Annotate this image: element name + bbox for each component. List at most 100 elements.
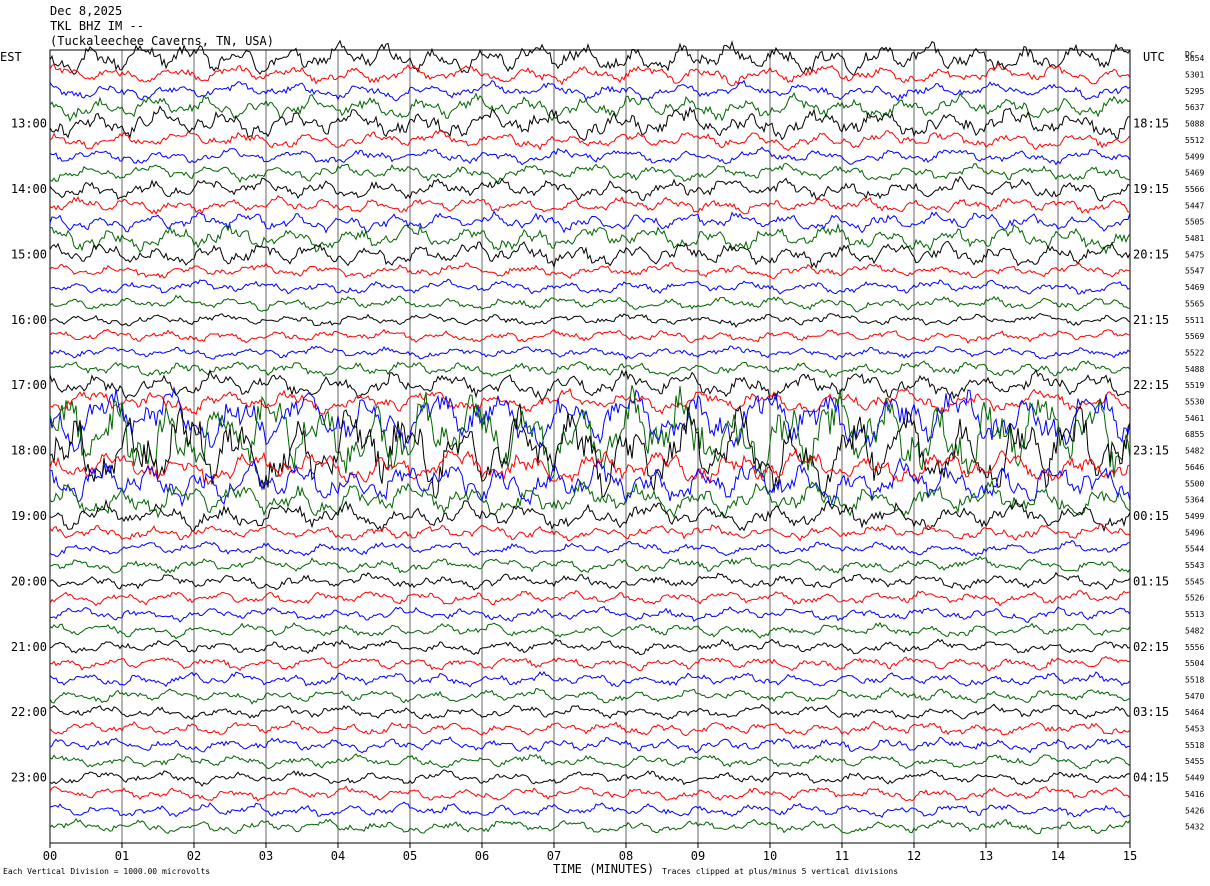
trace-line bbox=[49, 91, 1131, 123]
utc-hour-label: 01:15 bbox=[1133, 574, 1169, 588]
dc-offset-label: 5512 bbox=[1185, 136, 1204, 145]
trace-line bbox=[49, 240, 1131, 270]
x-tick-label: 13 bbox=[979, 849, 993, 863]
utc-label: UTC bbox=[1143, 50, 1165, 64]
station-code: TKL BHZ IM -- bbox=[50, 19, 144, 33]
dc-offset-label: 5455 bbox=[1185, 757, 1204, 766]
dc-offset-label: 5447 bbox=[1185, 201, 1204, 210]
dc-offset-label: 5526 bbox=[1185, 594, 1204, 603]
trace-line bbox=[49, 403, 1131, 499]
dc-offset-label: 5556 bbox=[1185, 643, 1204, 652]
dc-offset-label: 5364 bbox=[1185, 496, 1204, 505]
dc-offset-label: 5496 bbox=[1185, 528, 1204, 537]
trace-line bbox=[49, 79, 1131, 102]
utc-hour-label: 20:15 bbox=[1133, 247, 1169, 261]
trace-line bbox=[49, 655, 1131, 672]
x-tick-label: 05 bbox=[403, 849, 417, 863]
x-axis-label: TIME (MINUTES) bbox=[553, 862, 655, 876]
trace-line bbox=[49, 368, 1131, 402]
dc-offset-label: 5543 bbox=[1185, 561, 1204, 570]
trace-line bbox=[49, 769, 1131, 787]
dc-offset-label: 5295 bbox=[1185, 87, 1204, 96]
dc-offset-label: 5432 bbox=[1185, 823, 1204, 832]
dc-offset-label: 5522 bbox=[1185, 348, 1204, 357]
trace-line bbox=[49, 555, 1131, 574]
dc-offset-label: 5301 bbox=[1185, 71, 1204, 80]
trace-line bbox=[49, 195, 1131, 216]
dc-offset-label: 5499 bbox=[1185, 152, 1204, 161]
dc-offset-label: 5518 bbox=[1185, 675, 1204, 684]
dc-offset-label: 5654 bbox=[1185, 54, 1204, 63]
x-tick-label: 03 bbox=[259, 849, 273, 863]
trace-line bbox=[49, 128, 1131, 152]
utc-hour-label: 02:15 bbox=[1133, 640, 1169, 654]
x-tick-label: 11 bbox=[835, 849, 849, 863]
trace-line bbox=[49, 720, 1131, 737]
dc-offset-label: 5482 bbox=[1185, 626, 1204, 635]
trace-line bbox=[49, 605, 1131, 623]
scale-note: Each Vertical Division = 1000.00 microvo… bbox=[3, 867, 211, 876]
trace-line bbox=[49, 447, 1131, 486]
dc-offset-label: 5513 bbox=[1185, 610, 1204, 619]
dc-offset-label: 5505 bbox=[1185, 218, 1204, 227]
dc-offset-label: 5565 bbox=[1185, 299, 1204, 308]
x-tick-label: 02 bbox=[187, 849, 201, 863]
dc-offset-label: 5566 bbox=[1185, 185, 1204, 194]
trace-line bbox=[49, 328, 1131, 345]
dc-offset-label: 5569 bbox=[1185, 332, 1204, 341]
x-tick-label: 08 bbox=[619, 849, 633, 863]
x-tick-label: 06 bbox=[475, 849, 489, 863]
trace-line bbox=[49, 621, 1131, 640]
utc-hour-label: 18:15 bbox=[1133, 117, 1169, 131]
dc-offset-label: 5637 bbox=[1185, 103, 1204, 112]
trace-line bbox=[49, 385, 1131, 484]
est-hour-label: 15:00 bbox=[11, 247, 47, 261]
trace-line bbox=[49, 278, 1131, 295]
trace-line bbox=[49, 222, 1131, 255]
utc-hour-label: 21:15 bbox=[1133, 313, 1169, 327]
dc-offset-label: 6855 bbox=[1185, 430, 1204, 439]
x-tick-label: 12 bbox=[907, 849, 921, 863]
dc-offset-label: 5511 bbox=[1185, 316, 1204, 325]
dc-header-label: DC bbox=[1185, 50, 1195, 59]
trace-line bbox=[49, 261, 1131, 280]
dc-offset-label: 5088 bbox=[1185, 120, 1204, 129]
dc-offset-label: 5504 bbox=[1185, 659, 1204, 668]
dc-offset-label: 5475 bbox=[1185, 250, 1204, 259]
dc-offset-label: 5461 bbox=[1185, 414, 1204, 423]
est-hour-label: 16:00 bbox=[11, 313, 47, 327]
dc-offset-label: 5464 bbox=[1185, 708, 1204, 717]
est-hour-label: 13:00 bbox=[11, 117, 47, 131]
trace-line bbox=[49, 175, 1131, 202]
x-tick-label: 15 bbox=[1123, 849, 1137, 863]
dc-offset-label: 5499 bbox=[1185, 512, 1204, 521]
trace-line bbox=[49, 479, 1131, 519]
trace-line bbox=[49, 105, 1131, 141]
x-tick-label: 00 bbox=[43, 849, 57, 863]
utc-hour-label: 04:15 bbox=[1133, 771, 1169, 785]
dc-offset-label: 5547 bbox=[1185, 267, 1204, 276]
est-hour-label: 21:00 bbox=[11, 640, 47, 654]
est-hour-label: 17:00 bbox=[11, 378, 47, 392]
dc-offset-label: 5470 bbox=[1185, 692, 1204, 701]
trace-line bbox=[49, 753, 1131, 770]
utc-hour-label: 23:15 bbox=[1133, 444, 1169, 458]
trace-line bbox=[49, 522, 1131, 542]
x-tick-label: 04 bbox=[331, 849, 345, 863]
dc-offset-label: 5545 bbox=[1185, 577, 1204, 586]
utc-hour-label: 00:15 bbox=[1133, 509, 1169, 523]
trace-line bbox=[49, 687, 1131, 705]
trace-line bbox=[49, 589, 1131, 607]
dc-offset-label: 5453 bbox=[1185, 725, 1204, 734]
dc-offset-label: 5469 bbox=[1185, 169, 1204, 178]
trace-line bbox=[49, 387, 1131, 416]
est-label: EST bbox=[0, 50, 22, 64]
station-location: (Tuckaleechee Caverns, TN, USA) bbox=[50, 34, 274, 48]
trace-line bbox=[49, 162, 1131, 184]
dc-offset-label: 5416 bbox=[1185, 790, 1204, 799]
clip-note: Traces clipped at plus/minus 5 vertical … bbox=[662, 867, 899, 876]
est-hour-label: 19:00 bbox=[11, 509, 47, 523]
trace-line bbox=[49, 539, 1131, 557]
x-tick-label: 14 bbox=[1051, 849, 1065, 863]
